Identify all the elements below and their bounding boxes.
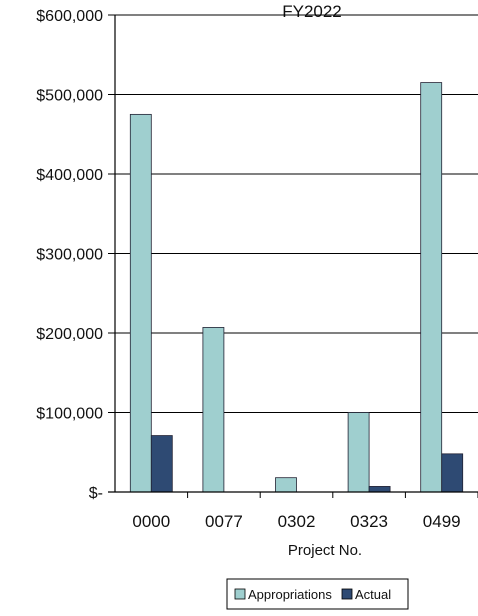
bar-appropriations-0323 [347, 412, 370, 493]
y-tick-label: $400,000 [36, 167, 103, 184]
x-tick-label: 0000 [132, 512, 170, 531]
x-tick-label: 0499 [423, 512, 461, 531]
y-tick-label: $200,000 [36, 326, 103, 343]
bar-appropriations-0499 [420, 82, 443, 493]
bar-appropriations-0302 [275, 477, 297, 493]
x-axis-label: Project No. [288, 542, 362, 559]
y-tick-label: $- [89, 485, 103, 502]
x-tick-label: 0302 [278, 512, 316, 531]
legend-box [226, 578, 409, 610]
y-tick-labels: $- $100,000 $200,000 $300,000 $400,000 $500,0… [36, 8, 115, 502]
legend-label-actual: Actual [355, 587, 391, 602]
legend-swatch-appropriations [234, 588, 246, 600]
x-tick-label: 0077 [205, 512, 243, 531]
x-tick-label: 0323 [350, 512, 388, 531]
bars [129, 82, 464, 493]
bar-actual-0499 [441, 453, 464, 493]
bar-actual-0000 [150, 435, 173, 493]
x-tick-labels: 0000 0077 0302 0323 0499 [132, 492, 478, 531]
bar-actual-0323 [368, 486, 391, 493]
bar-appropriations-0000 [129, 113, 152, 493]
y-tick-label: $300,000 [36, 247, 103, 264]
y-tick-label: $600,000 [36, 8, 103, 25]
y-tick-label: $500,000 [36, 88, 103, 105]
bar-appropriations-0077 [202, 327, 225, 493]
legend: Appropriations Actual [226, 578, 409, 610]
legend-label-appropriations: Appropriations [248, 587, 332, 602]
legend-swatch-actual [341, 588, 353, 600]
gridlines [115, 14, 478, 413]
y-tick-label: $100,000 [36, 406, 103, 423]
chart-title: FY2022 [282, 2, 342, 21]
